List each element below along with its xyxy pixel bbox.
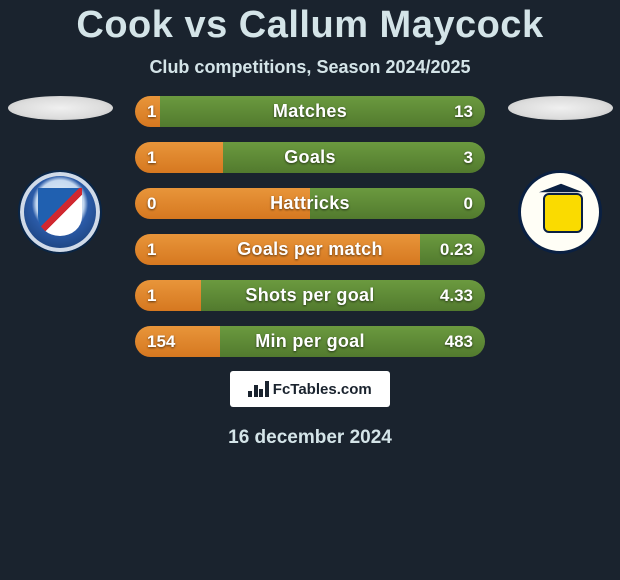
player-photo-placeholder-left — [8, 96, 113, 120]
stat-bar: 10.23Goals per match — [135, 234, 485, 265]
comparison-infographic: Cook vs Callum Maycock Club competitions… — [0, 0, 620, 449]
stat-bar: 14.33Shots per goal — [135, 280, 485, 311]
left-player-col — [5, 96, 115, 254]
stat-bar: 00Hattricks — [135, 188, 485, 219]
stat-bar: 154483Min per goal — [135, 326, 485, 357]
stat-label: Matches — [135, 96, 485, 127]
stats-column: 113Matches 13Goals 00Hattricks 10.23Goals p… — [135, 96, 485, 357]
club-crest-left — [18, 170, 102, 254]
player-photo-placeholder-right — [508, 96, 613, 120]
footer-brand-badge[interactable]: FcTables.com — [230, 371, 390, 407]
stat-label: Goals per match — [135, 234, 485, 265]
crest-shield-icon — [38, 188, 82, 236]
stat-label: Min per goal — [135, 326, 485, 357]
stat-bar: 13Goals — [135, 142, 485, 173]
club-crest-right — [518, 170, 602, 254]
stat-label: Shots per goal — [135, 280, 485, 311]
footer-brand-text: FcTables.com — [273, 381, 372, 398]
stat-label: Goals — [135, 142, 485, 173]
main-row: 113Matches 13Goals 00Hattricks 10.23Goals p… — [0, 96, 620, 357]
right-player-col — [505, 96, 615, 254]
stat-bar: 113Matches — [135, 96, 485, 127]
bar-chart-icon — [248, 381, 269, 397]
page-title: Cook vs Callum Maycock — [76, 4, 543, 47]
stat-label: Hattricks — [135, 188, 485, 219]
footer-date: 16 december 2024 — [228, 427, 392, 449]
page-subtitle: Club competitions, Season 2024/2025 — [149, 57, 470, 78]
